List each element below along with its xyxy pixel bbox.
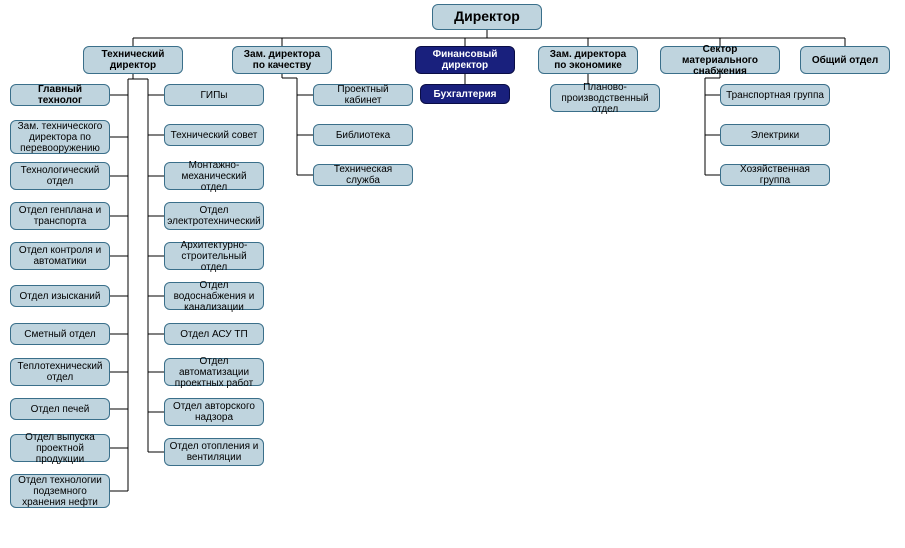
org-node-t_l2: Технологический отдел <box>10 162 110 190</box>
org-node-fin_dir: Финансовый директор <box>415 46 515 74</box>
org-node-t_r10: Отдел отопления и вентиляции <box>164 438 264 466</box>
org-node-t_r7: Отдел АСУ ТП <box>164 323 264 345</box>
org-node-t_l3: Отдел генплана и транспорта <box>10 202 110 230</box>
org-node-lead_tech: Главный технолог <box>10 84 110 106</box>
org-node-supply: Сектор материального снабжения <box>660 46 780 74</box>
org-node-t_l10: Отдел технологии подземного хранения неф… <box>10 474 110 508</box>
org-node-q3: Техническая служба <box>313 164 413 186</box>
org-node-t_l9: Отдел выпуска проектной продукции <box>10 434 110 462</box>
org-node-t_r1: ГИПы <box>164 84 264 106</box>
org-node-general: Общий отдел <box>800 46 890 74</box>
org-node-s2: Электрики <box>720 124 830 146</box>
org-node-t_l8: Отдел печей <box>10 398 110 420</box>
org-node-t_l1: Зам. технического директора по перевоору… <box>10 120 110 154</box>
org-node-t_r2: Технический совет <box>164 124 264 146</box>
org-node-f1: Бухгалтерия <box>420 84 510 104</box>
org-node-q1: Проектный кабинет <box>313 84 413 106</box>
org-node-t_r6: Отдел водоснабжения и канализации <box>164 282 264 310</box>
org-node-t_l4: Отдел контроля и автоматики <box>10 242 110 270</box>
org-node-s3: Хозяйственная группа <box>720 164 830 186</box>
org-node-s1: Транспортная группа <box>720 84 830 106</box>
connector-layer <box>0 0 905 548</box>
org-node-q2: Библиотека <box>313 124 413 146</box>
org-node-t_l5: Отдел изысканий <box>10 285 110 307</box>
org-node-t_r4: Отдел электротехнический <box>164 202 264 230</box>
org-node-t_r8: Отдел автоматизации проектных работ <box>164 358 264 386</box>
org-node-econ_dir: Зам. директора по экономике <box>538 46 638 74</box>
org-node-quality_dir: Зам. директора по качеству <box>232 46 332 74</box>
org-node-t_l7: Теплотехнический отдел <box>10 358 110 386</box>
org-node-t_l6: Сметный отдел <box>10 323 110 345</box>
org-node-e1: Планово-производственный отдел <box>550 84 660 112</box>
org-node-root: Директор <box>432 4 542 30</box>
org-node-tech_dir: Технический директор <box>83 46 183 74</box>
org-node-t_r5: Архитектурно-строительный отдел <box>164 242 264 270</box>
org-node-t_r3: Монтажно-механический отдел <box>164 162 264 190</box>
org-node-t_r9: Отдел авторского надзора <box>164 398 264 426</box>
